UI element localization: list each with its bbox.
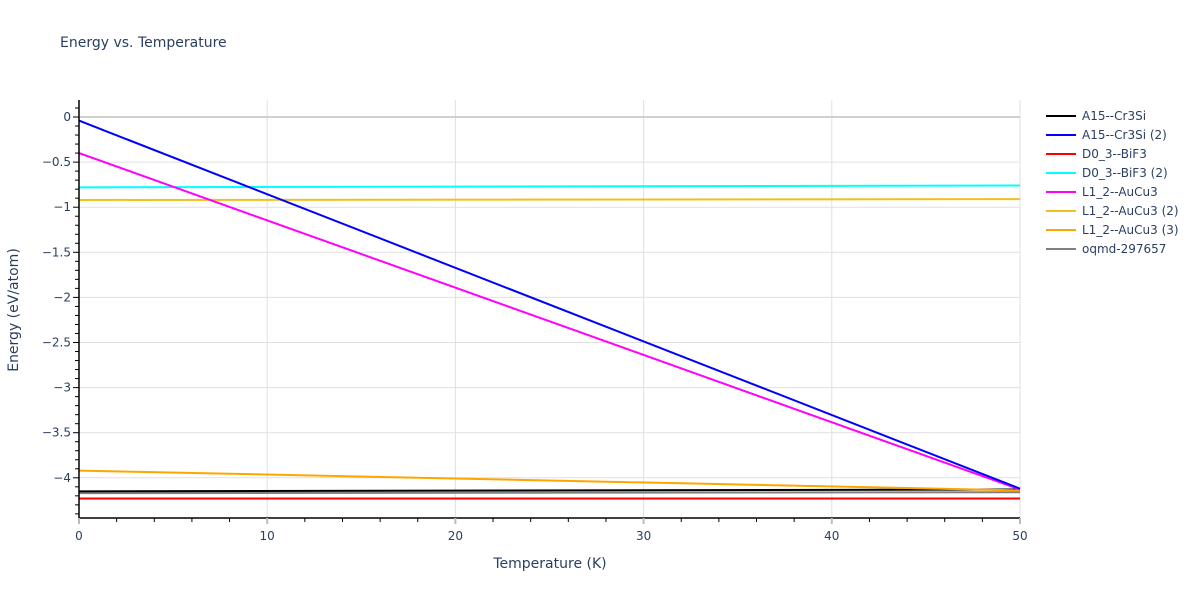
series-line[interactable]: [78, 491, 1021, 495]
legend-label: D0_3--BiF3: [1082, 146, 1147, 161]
x-tick-label: 20: [448, 529, 463, 543]
legend-item[interactable]: A15--Cr3Si: [1040, 106, 1179, 125]
series-line[interactable]: [78, 119, 1021, 490]
legend-item[interactable]: D0_3--BiF3 (2): [1040, 163, 1179, 182]
legend-item[interactable]: L1_2--AuCu3 (3): [1040, 220, 1179, 239]
legend-label: L1_2--AuCu3: [1082, 184, 1158, 199]
gridlines: [79, 100, 1021, 518]
y-tick-label: −2.5: [42, 336, 71, 350]
y-tick-label: −3.5: [42, 426, 71, 440]
legend-swatch-icon: [1046, 228, 1076, 231]
legend-swatch-icon: [1046, 209, 1076, 212]
legend-swatch-icon: [1046, 171, 1076, 174]
series-line[interactable]: [78, 488, 1021, 493]
y-axis-title: Energy (eV/atom): [6, 248, 22, 372]
legend-swatch-icon: [1046, 190, 1076, 193]
legend-item[interactable]: L1_2--AuCu3: [1040, 182, 1179, 201]
chart-title: Energy vs. Temperature: [60, 35, 227, 51]
x-tick-label: 10: [260, 529, 275, 543]
legend-item[interactable]: L1_2--AuCu3 (2): [1040, 201, 1179, 220]
series-line[interactable]: [78, 152, 1021, 491]
y-tick-label: −0.5: [42, 155, 71, 169]
x-tick-label: 0: [75, 529, 83, 543]
legend-swatch-icon: [1046, 152, 1076, 155]
legend-item[interactable]: D0_3--BiF3: [1040, 144, 1179, 163]
legend-swatch-icon: [1046, 247, 1076, 250]
legend-item[interactable]: oqmd-297657: [1040, 239, 1179, 258]
legend-label: L1_2--AuCu3 (2): [1082, 203, 1179, 218]
legend-label: A15--Cr3Si: [1082, 108, 1147, 123]
axes: 0 10 20 30 40 50 0 −0.5 −1 −1.5 −2 −2.5 −3 −3.5 −4: [42, 100, 1028, 543]
legend-label: A15--Cr3Si (2): [1082, 127, 1167, 142]
x-tick-label: 40: [824, 529, 839, 543]
legend-swatch-icon: [1046, 133, 1076, 136]
data-lines: [78, 116, 1021, 500]
x-axis-title: Temperature (K): [492, 556, 606, 572]
legend-label: L1_2--AuCu3 (3): [1082, 222, 1179, 237]
legend-label: D0_3--BiF3 (2): [1082, 165, 1168, 180]
y-tick-label: −1.5: [42, 245, 71, 259]
y-tick-label: −1: [53, 200, 71, 214]
y-tick-label: 0: [63, 110, 71, 124]
y-tick-label: −2: [53, 290, 71, 304]
series-line[interactable]: [78, 184, 1021, 189]
legend-label: oqmd-297657: [1082, 241, 1167, 256]
series-line[interactable]: [78, 198, 1021, 201]
legend-swatch-icon: [1046, 114, 1076, 117]
x-tick-label: 30: [636, 529, 651, 543]
y-tick-label: −4: [53, 471, 71, 485]
legend-item[interactable]: A15--Cr3Si (2): [1040, 125, 1179, 144]
y-tick-label: −3: [53, 381, 71, 395]
x-tick-label: 50: [1012, 529, 1027, 543]
legend: A15--Cr3Si A15--Cr3Si (2) D0_3--BiF3 D0_3--…: [1040, 106, 1179, 258]
series-line[interactable]: [78, 469, 1021, 492]
